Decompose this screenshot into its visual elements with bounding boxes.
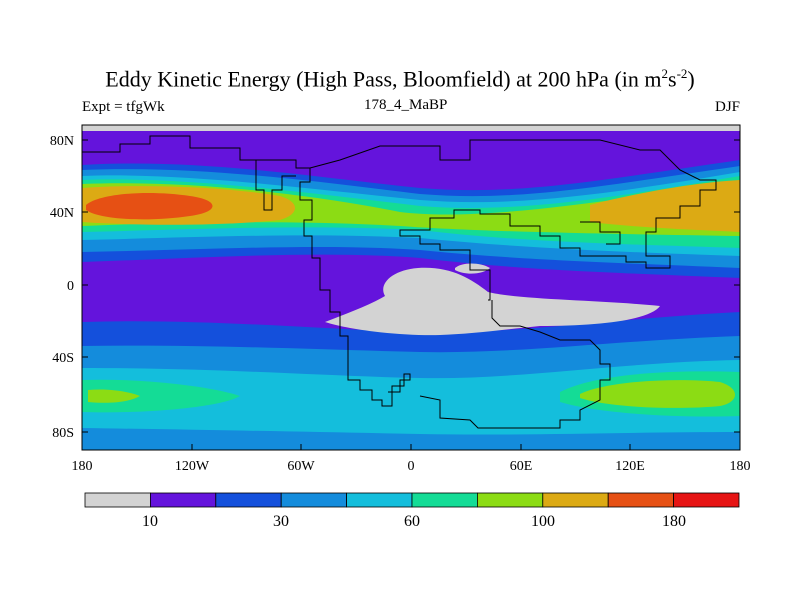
x-tick-label: 180 xyxy=(72,459,93,474)
y-tick-labels: 80N 40N 0 40S 80S xyxy=(50,134,74,441)
run-label: 178_4_MaBP xyxy=(364,97,448,113)
colorbar-box xyxy=(542,492,609,508)
x-tick-label: 180 xyxy=(730,459,751,474)
colorbar-box xyxy=(346,492,413,508)
x-tick-label: 120E xyxy=(615,459,645,474)
western-continent xyxy=(82,135,411,407)
eastern-archipelago xyxy=(580,221,621,245)
colorbar-box xyxy=(607,492,675,508)
colorbar-box xyxy=(411,492,478,508)
nh-max-180 xyxy=(86,193,213,220)
y-tick-marks xyxy=(82,139,740,433)
x-tick-label: 120W xyxy=(175,459,210,474)
x-tick-label: 60W xyxy=(287,459,315,474)
colorbar xyxy=(84,492,740,508)
contour-field xyxy=(82,125,740,450)
y-tick-label: 0 xyxy=(67,279,74,294)
x-tick-label: 0 xyxy=(408,459,415,474)
tropical-missing-small xyxy=(455,263,490,274)
season-label: DJF xyxy=(714,99,740,115)
colorbar-box xyxy=(84,492,151,508)
southern-continent xyxy=(419,300,611,429)
colorbar-label: 10 xyxy=(142,513,158,530)
polar-missing xyxy=(82,125,740,131)
x-tick-labels: 180 120W 60W 0 60E 120E 180 xyxy=(72,459,751,474)
y-tick-label: 80N xyxy=(50,134,74,149)
colorbar-box xyxy=(280,492,348,508)
x-tick-marks xyxy=(81,444,741,450)
sh-band-80 xyxy=(82,360,740,435)
figure-title: Eddy Kinetic Energy (High Pass, Bloomfie… xyxy=(105,66,695,92)
colorbar-label: 30 xyxy=(273,513,289,530)
eastern-continent xyxy=(309,139,717,301)
y-tick-label: 40S xyxy=(52,351,74,366)
colorbar-box xyxy=(215,492,282,508)
y-tick-label: 80S xyxy=(52,426,74,441)
north-landmass-outline xyxy=(240,159,296,211)
experiment-label: Expt = tfgWk xyxy=(82,99,165,115)
x-tick-label: 60E xyxy=(510,459,533,474)
sh-band-120-west xyxy=(88,389,140,403)
colorbar-label: 180 xyxy=(662,513,686,530)
colorbar-box xyxy=(673,492,740,508)
y-tick-label: 40N xyxy=(50,206,74,221)
colorbar-box xyxy=(476,492,544,508)
nh-band-140-east xyxy=(590,180,740,232)
sh-band-100-west xyxy=(82,379,240,413)
sh-band-120-east xyxy=(580,380,735,408)
colorbar-label: 60 xyxy=(404,513,420,530)
colorbar-box xyxy=(149,492,217,508)
colorbar-labels: 10 30 60 100 180 xyxy=(142,513,686,530)
sh-band-60-south xyxy=(82,432,740,450)
land-outlines xyxy=(82,135,717,429)
colorbar-label: 100 xyxy=(531,513,555,530)
